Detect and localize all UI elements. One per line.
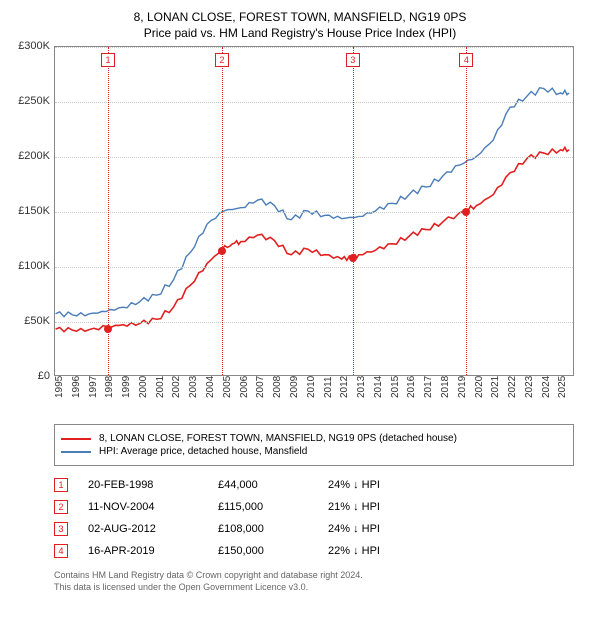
x-tick-label: 2024 (541, 376, 558, 416)
sale-row-marker: 1 (54, 478, 68, 492)
x-tick-label: 2016 (406, 376, 423, 416)
x-tick-label: 2017 (423, 376, 440, 416)
x-tick-label: 2023 (524, 376, 541, 416)
sale-row: 3 02-AUG-2012£108,00024% ↓ HPI (54, 518, 574, 540)
x-tick-label: 2020 (474, 376, 491, 416)
gridline-h (55, 212, 573, 213)
x-tick-label: 2005 (222, 376, 239, 416)
sale-row: 4 16-APR-2019£150,00022% ↓ HPI (54, 540, 574, 562)
sale-row-marker: 4 (54, 544, 68, 558)
sale-marker-box: 2 (215, 53, 229, 67)
x-tick-label: 2003 (188, 376, 205, 416)
sale-price: £108,000 (218, 523, 328, 535)
y-tick-label: £100K (18, 260, 50, 272)
x-axis: 1995199619971998199920002001200220032004… (54, 376, 574, 416)
sale-date: 11-NOV-2004 (88, 501, 218, 513)
sale-marker-dot (104, 325, 112, 333)
x-tick-label: 2011 (323, 376, 340, 416)
plot-area: 1 2 3 4 (54, 46, 574, 376)
sale-marker-box: 4 (459, 53, 473, 67)
y-axis: £0£50K£100K£150K£200K£250K£300K (10, 46, 54, 376)
legend-swatch-1 (61, 438, 91, 440)
sale-date: 20-FEB-1998 (88, 479, 218, 491)
y-tick-label: £150K (18, 205, 50, 217)
footnote: Contains HM Land Registry data © Crown c… (54, 570, 590, 593)
sale-marker-vline (353, 47, 354, 375)
x-tick-label: 2007 (255, 376, 272, 416)
y-tick-label: £50K (24, 315, 50, 327)
sale-price: £115,000 (218, 501, 328, 513)
sale-marker-vline (222, 47, 223, 375)
series-line (56, 88, 569, 317)
sale-row: 2 11-NOV-2004£115,00021% ↓ HPI (54, 496, 574, 518)
x-tick-label: 2001 (155, 376, 172, 416)
sale-diff: 22% ↓ HPI (328, 545, 574, 557)
x-tick-label: 2000 (138, 376, 155, 416)
sale-row-marker: 2 (54, 500, 68, 514)
gridline-h (55, 322, 573, 323)
footnote-line-1: Contains HM Land Registry data © Crown c… (54, 570, 590, 582)
y-tick-label: £250K (18, 95, 50, 107)
legend-swatch-2 (61, 451, 91, 453)
x-tick-label: 1997 (88, 376, 105, 416)
x-tick-label: 2009 (289, 376, 306, 416)
x-tick-label: 2014 (373, 376, 390, 416)
legend-label-2: HPI: Average price, detached house, Mans… (99, 446, 307, 457)
sale-row: 1 20-FEB-1998£44,00024% ↓ HPI (54, 474, 574, 496)
gridline-h (55, 157, 573, 158)
x-tick-label: 2006 (239, 376, 256, 416)
x-tick-label: 2012 (339, 376, 356, 416)
footnote-line-2: This data is licensed under the Open Gov… (54, 582, 590, 594)
x-tick-label: 1996 (71, 376, 88, 416)
x-tick-label: 2025 (557, 376, 574, 416)
x-tick-label: 1999 (121, 376, 138, 416)
x-tick-label: 1998 (104, 376, 121, 416)
title-line-1: 8, LONAN CLOSE, FOREST TOWN, MANSFIELD, … (10, 10, 590, 24)
x-tick-label: 2018 (440, 376, 457, 416)
line-series-svg (55, 47, 573, 375)
plot-row: £0£50K£100K£150K£200K£250K£300K 1234 (10, 46, 590, 376)
sale-date: 16-APR-2019 (88, 545, 218, 557)
sale-price: £44,000 (218, 479, 328, 491)
x-tick-label: 2008 (272, 376, 289, 416)
y-tick-label: £200K (18, 150, 50, 162)
gridline-h (55, 47, 573, 48)
x-tick-label: 2010 (306, 376, 323, 416)
x-tick-label: 2022 (507, 376, 524, 416)
y-tick-label: £0 (38, 370, 50, 382)
sale-marker-dot (462, 208, 470, 216)
sale-marker-box: 1 (101, 53, 115, 67)
y-tick-label: £300K (18, 40, 50, 52)
legend-item-price-paid: 8, LONAN CLOSE, FOREST TOWN, MANSFIELD, … (61, 433, 567, 444)
sale-row-marker: 3 (54, 522, 68, 536)
sale-marker-dot (218, 247, 226, 255)
x-tick-label: 2019 (457, 376, 474, 416)
legend: 8, LONAN CLOSE, FOREST TOWN, MANSFIELD, … (54, 424, 574, 466)
sale-date: 02-AUG-2012 (88, 523, 218, 535)
sale-marker-box: 3 (346, 53, 360, 67)
x-tick-label: 2002 (171, 376, 188, 416)
title-line-2: Price paid vs. HM Land Registry's House … (10, 26, 590, 40)
sale-diff: 21% ↓ HPI (328, 501, 574, 513)
x-tick-label: 1995 (54, 376, 71, 416)
legend-label-1: 8, LONAN CLOSE, FOREST TOWN, MANSFIELD, … (99, 433, 457, 444)
x-tick-label: 2015 (390, 376, 407, 416)
legend-item-hpi: HPI: Average price, detached house, Mans… (61, 446, 567, 457)
gridline-h (55, 102, 573, 103)
sale-price: £150,000 (218, 545, 328, 557)
x-tick-label: 2004 (205, 376, 222, 416)
gridline-h (55, 267, 573, 268)
x-tick-label: 2013 (356, 376, 373, 416)
chart-container: 8, LONAN CLOSE, FOREST TOWN, MANSFIELD, … (10, 10, 590, 593)
sale-diff: 24% ↓ HPI (328, 523, 574, 535)
sale-marker-dot (349, 254, 357, 262)
x-tick-label: 2021 (490, 376, 507, 416)
sale-table: 120-FEB-1998£44,00024% ↓ HPI211-NOV-2004… (54, 474, 574, 562)
sale-diff: 24% ↓ HPI (328, 479, 574, 491)
chart-title: 8, LONAN CLOSE, FOREST TOWN, MANSFIELD, … (10, 10, 590, 40)
